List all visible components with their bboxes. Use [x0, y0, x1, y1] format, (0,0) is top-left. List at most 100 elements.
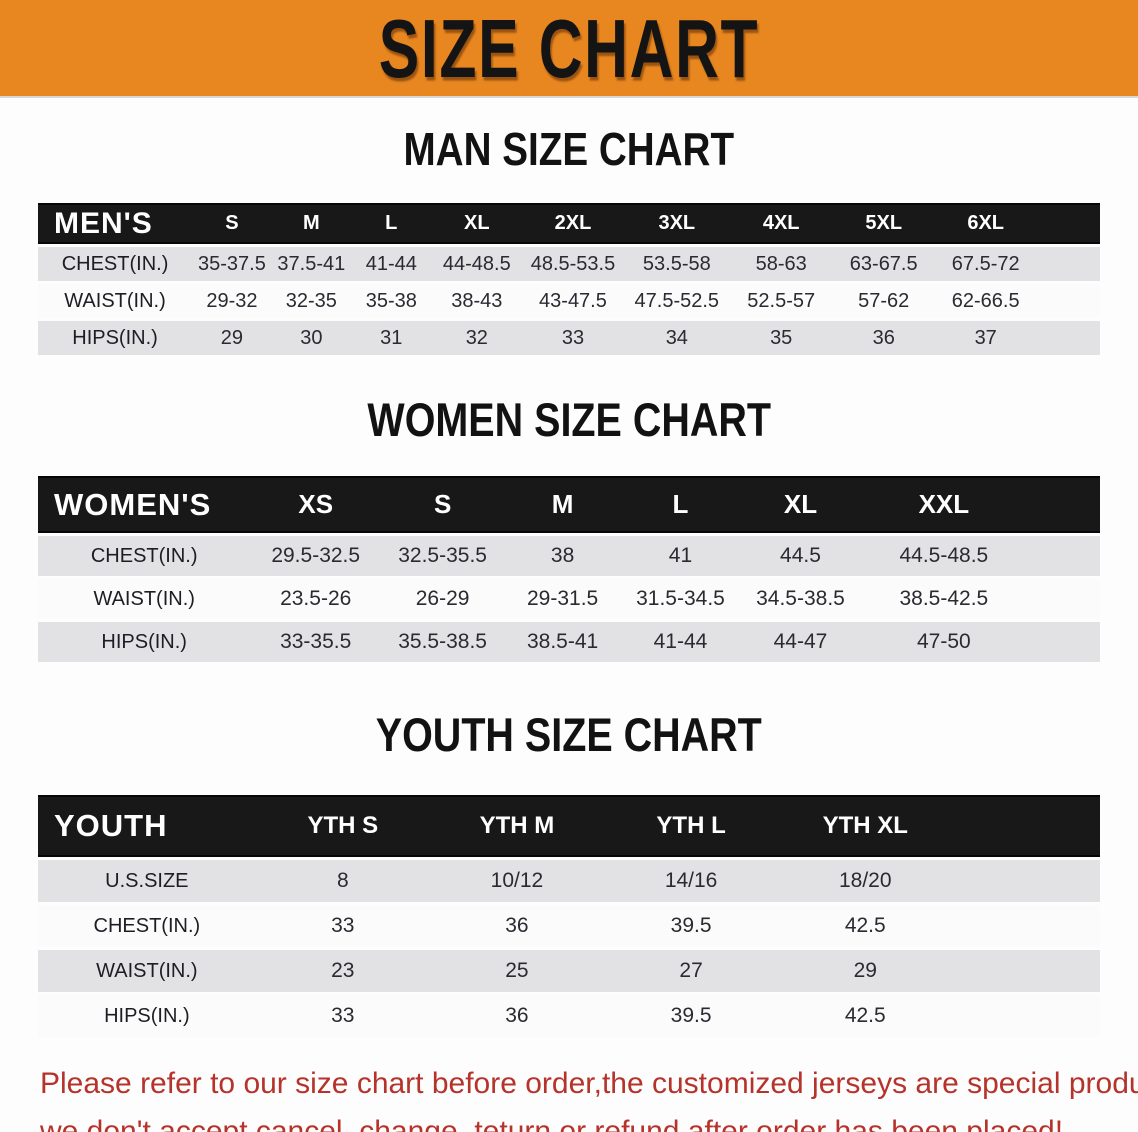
- size-value-cell: 23.5-26: [250, 579, 382, 619]
- size-value-cell: 32-35: [271, 284, 351, 318]
- youth-size-section: YOUTH SIZE CHART YOUTH YTH S YTH M YTH L YTH…: [0, 707, 1138, 1040]
- size-value-cell: 25: [429, 950, 605, 992]
- table-row: U.S.SIZE 8 10/12 14/16 18/20: [38, 860, 1100, 902]
- row-spacer-cell: [1026, 536, 1100, 576]
- table-header-row: YOUTH YTH S YTH M YTH L YTH XL: [38, 795, 1100, 857]
- table-row: HIPS(IN.) 29 30 31 32 33 34 35 36 37: [38, 321, 1100, 355]
- size-column-header: S: [192, 203, 272, 244]
- size-column-header: XS: [250, 476, 382, 533]
- table-group-label: MEN'S: [38, 203, 193, 244]
- size-column-header: XXL: [861, 476, 1027, 533]
- table-row: CHEST(IN.) 33 36 39.5 42.5: [38, 905, 1100, 947]
- size-value-cell: 47.5-52.5: [623, 284, 730, 318]
- size-value-cell: 32: [431, 321, 522, 355]
- row-spacer-cell: [1026, 622, 1100, 662]
- row-label: HIPS(IN.): [38, 622, 251, 662]
- size-value-cell: 18/20: [778, 860, 953, 902]
- table-row: WAIST(IN.) 23.5-26 26-29 29-31.5 31.5-34.5 34…: [38, 579, 1100, 619]
- size-column-header: L: [621, 476, 740, 533]
- size-value-cell: 35.5-38.5: [381, 622, 505, 662]
- size-value-cell: 38-43: [431, 284, 522, 318]
- row-spacer-cell: [952, 860, 1100, 902]
- size-value-cell: 52.5-57: [729, 284, 833, 318]
- size-column-header: XL: [739, 476, 862, 533]
- size-column-header: 3XL: [623, 203, 730, 244]
- women-size-section: WOMEN SIZE CHART WOMEN'S XS S M L XL XXL CHEST(…: [0, 392, 1138, 665]
- size-value-cell: 38.5-41: [504, 622, 622, 662]
- size-value-cell: 44.5-48.5: [861, 536, 1027, 576]
- youth-section-heading: YOUTH SIZE CHART: [0, 707, 1138, 762]
- row-spacer-cell: [1036, 247, 1100, 281]
- size-column-header: XL: [431, 203, 522, 244]
- size-column-header: YTH XL: [778, 795, 953, 857]
- row-label: CHEST(IN.): [38, 905, 256, 947]
- men-section-heading: MAN SIZE CHART: [0, 122, 1138, 176]
- women-section-heading: WOMEN SIZE CHART: [0, 392, 1138, 447]
- size-value-cell: 10/12: [429, 860, 605, 902]
- men-section-heading-text: MAN SIZE CHART: [403, 123, 735, 175]
- size-column-header: 4XL: [729, 203, 833, 244]
- disclaimer: Please refer to our size chart before or…: [40, 1060, 1138, 1132]
- table-row: WAIST(IN.) 23 25 27 29: [38, 950, 1100, 992]
- youth-section-heading-text: YOUTH SIZE CHART: [375, 708, 763, 761]
- size-value-cell: 37.5-41: [271, 247, 351, 281]
- size-value-cell: 31: [350, 321, 432, 355]
- size-value-cell: 44.5: [739, 536, 862, 576]
- size-column-header: 2XL: [521, 203, 624, 244]
- size-value-cell: 41: [621, 536, 740, 576]
- banner-title: SIZE CHART: [378, 1, 760, 95]
- row-label: HIPS(IN.): [38, 321, 193, 355]
- size-value-cell: 38: [504, 536, 622, 576]
- size-value-cell: 31.5-34.5: [621, 579, 740, 619]
- table-row: HIPS(IN.) 33 36 39.5 42.5: [38, 995, 1100, 1037]
- size-value-cell: 38.5-42.5: [861, 579, 1027, 619]
- table-row: CHEST(IN.) 29.5-32.5 32.5-35.5 38 41 44.5 44.5…: [38, 536, 1100, 576]
- size-value-cell: 39.5: [604, 905, 779, 947]
- size-value-cell: 44-47: [739, 622, 862, 662]
- row-spacer-cell: [952, 950, 1100, 992]
- size-value-cell: 29-32: [192, 284, 272, 318]
- size-value-cell: 67.5-72: [934, 247, 1037, 281]
- size-value-cell: 8: [255, 860, 430, 902]
- header-spacer-cell: [1026, 476, 1100, 533]
- size-value-cell: 39.5: [604, 995, 779, 1037]
- row-label: HIPS(IN.): [38, 995, 256, 1037]
- size-value-cell: 36: [429, 995, 605, 1037]
- size-column-header: 6XL: [934, 203, 1037, 244]
- size-value-cell: 33: [255, 905, 430, 947]
- size-column-header: S: [381, 476, 505, 533]
- table-row: HIPS(IN.) 33-35.5 35.5-38.5 38.5-41 41-44 44-…: [38, 622, 1100, 662]
- row-label: U.S.SIZE: [38, 860, 256, 902]
- size-value-cell: 58-63: [729, 247, 833, 281]
- size-value-cell: 42.5: [778, 905, 953, 947]
- size-value-cell: 36: [429, 905, 605, 947]
- size-value-cell: 32.5-35.5: [381, 536, 505, 576]
- men-size-table: MEN'S S M L XL 2XL 3XL 4XL 5XL 6XL CHEST(IN.) 35-37…: [38, 200, 1100, 358]
- size-value-cell: 37: [934, 321, 1037, 355]
- size-value-cell: 34.5-38.5: [739, 579, 862, 619]
- size-value-cell: 48.5-53.5: [521, 247, 624, 281]
- size-column-header: 5XL: [832, 203, 935, 244]
- row-label: WAIST(IN.): [38, 950, 256, 992]
- size-value-cell: 29-31.5: [504, 579, 622, 619]
- size-value-cell: 33: [255, 995, 430, 1037]
- size-value-cell: 41-44: [621, 622, 740, 662]
- size-value-cell: 29: [778, 950, 953, 992]
- size-value-cell: 42.5: [778, 995, 953, 1037]
- table-group-label: YOUTH: [38, 795, 256, 857]
- women-section-heading-text: WOMEN SIZE CHART: [367, 393, 771, 446]
- size-column-header: M: [504, 476, 622, 533]
- row-label: CHEST(IN.): [38, 536, 251, 576]
- disclaimer-line-2: we don't accept cancel, change, teturn o…: [40, 1115, 1064, 1132]
- size-column-header: YTH L: [604, 795, 779, 857]
- size-value-cell: 35-37.5: [192, 247, 272, 281]
- banner: SIZE CHART: [0, 0, 1138, 98]
- row-spacer-cell: [1036, 321, 1100, 355]
- size-value-cell: 36: [832, 321, 935, 355]
- table-row: WAIST(IN.) 29-32 32-35 35-38 38-43 43-47.5 47.…: [38, 284, 1100, 318]
- size-value-cell: 27: [604, 950, 779, 992]
- disclaimer-line-1: Please refer to our size chart before or…: [40, 1067, 1138, 1100]
- table-row: CHEST(IN.) 35-37.5 37.5-41 41-44 44-48.5 48.5…: [38, 247, 1100, 281]
- row-spacer-cell: [1036, 284, 1100, 318]
